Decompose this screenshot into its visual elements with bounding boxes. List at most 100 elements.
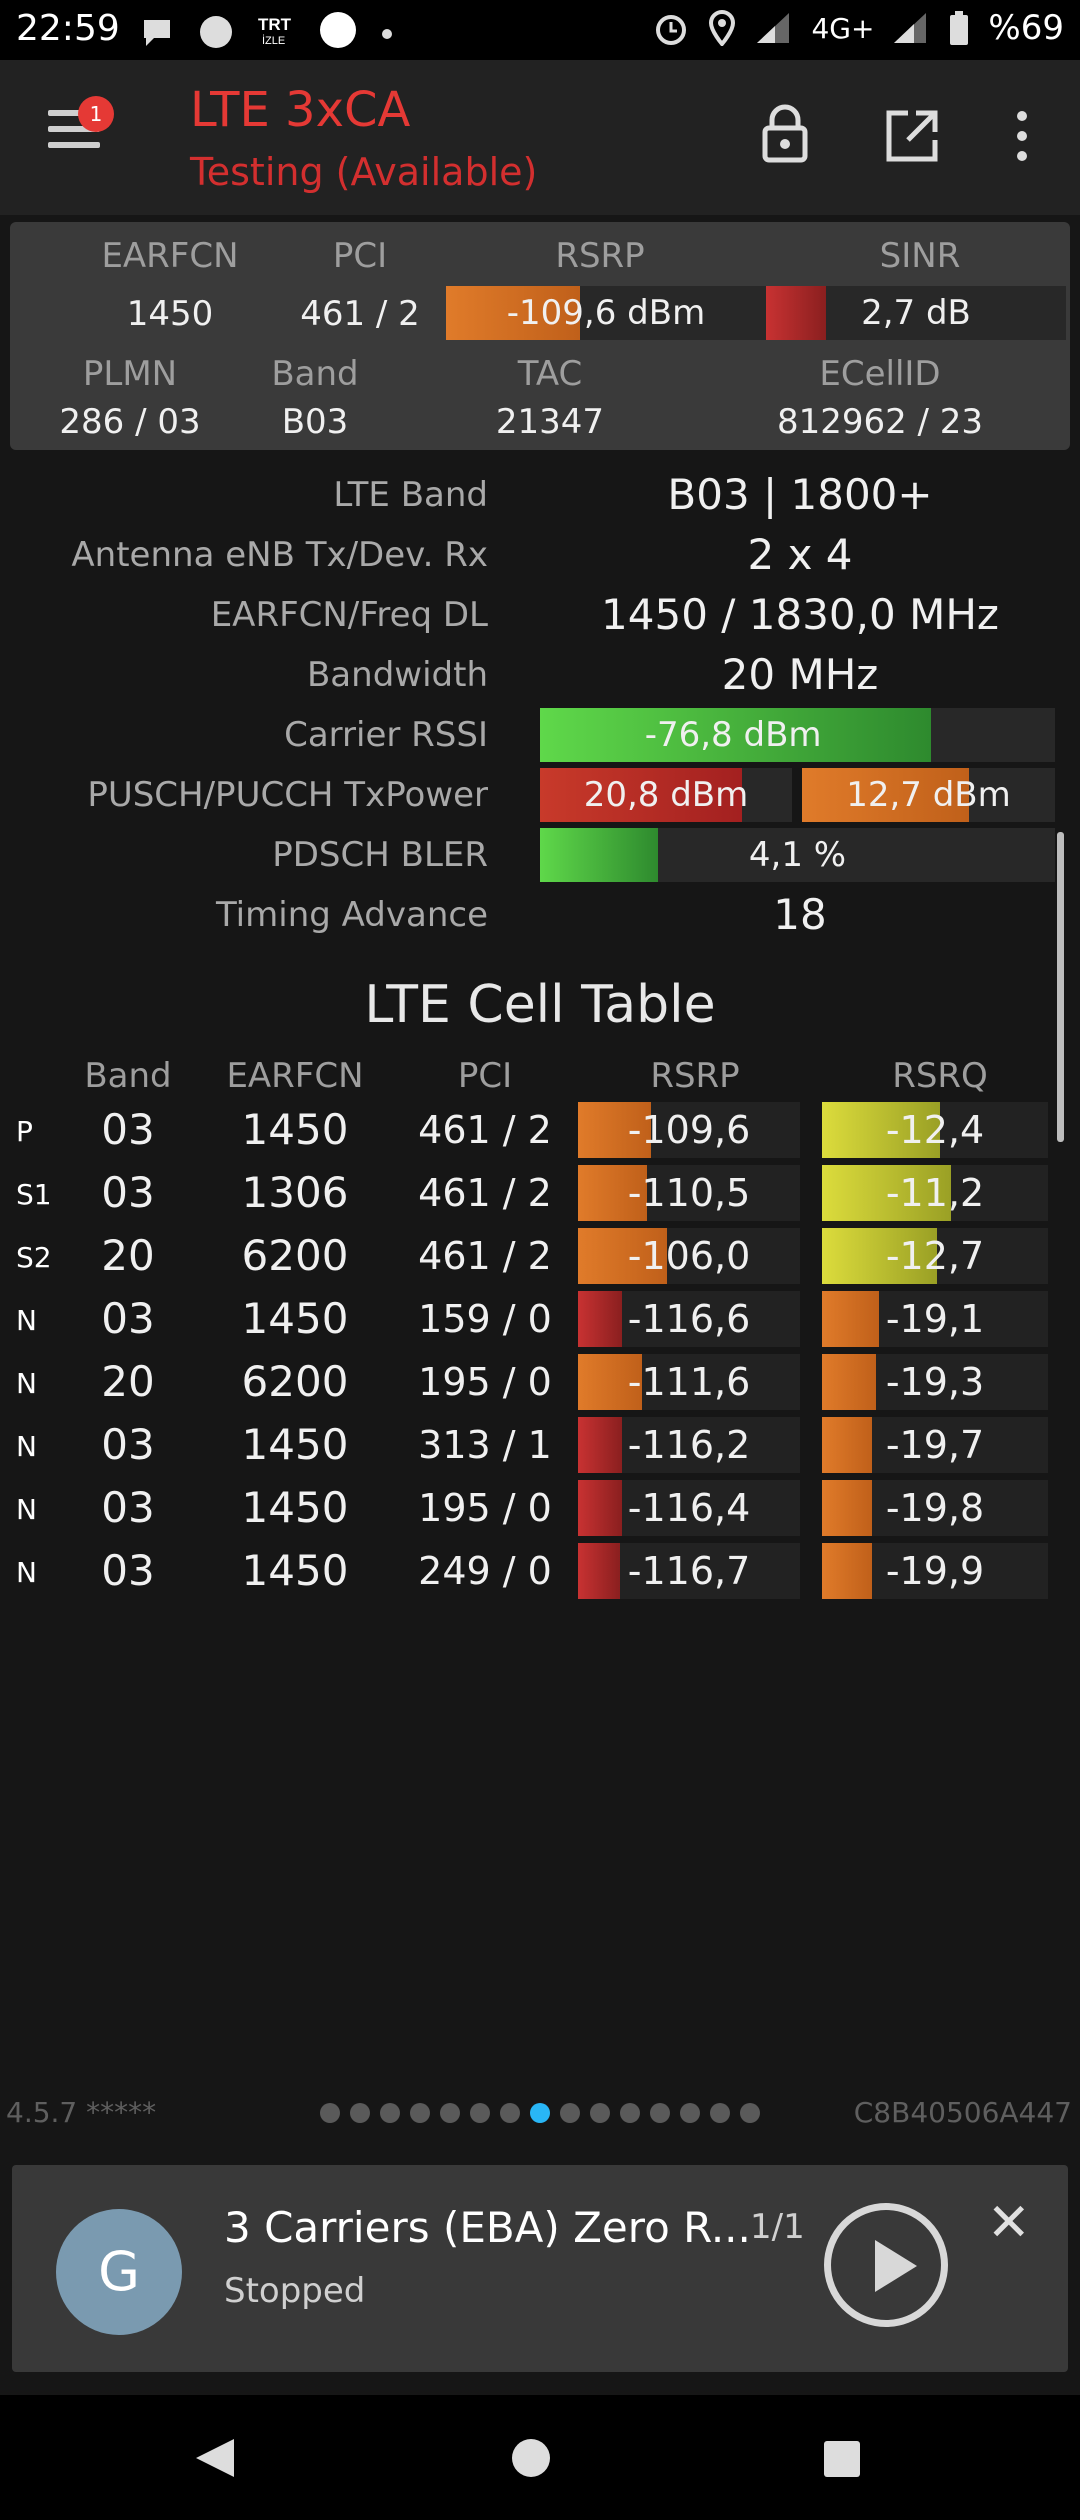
cell-rsrp-bar: -116,6 <box>578 1291 800 1347</box>
header-pci: PCI <box>332 236 388 276</box>
chat-icon <box>144 20 170 46</box>
cell-rsrp-bar: -106,0 <box>578 1228 800 1284</box>
cell-pci: 249 / 0 <box>418 1549 552 1593</box>
cell-rsrp: -116,4 <box>627 1486 751 1530</box>
cell-rsrp: -109,6 <box>627 1108 751 1152</box>
app-subtitle: Testing (Available) <box>190 150 538 194</box>
cell-rsrq-bar: -11,2 <box>822 1165 1048 1221</box>
page-dot[interactable] <box>590 2103 610 2123</box>
cell-rsrq: -19,3 <box>885 1360 985 1404</box>
page-dot[interactable] <box>380 2103 400 2123</box>
detail-label-antenna: Antenna eNB Tx/Dev. Rx <box>71 535 488 575</box>
location-icon <box>709 10 736 46</box>
detail-value-bandwidth: 20 MHz <box>721 650 879 699</box>
status-left-icons: TRT İZLE <box>140 12 394 52</box>
cell-rsrq: -19,9 <box>885 1549 985 1593</box>
cell-pci: 195 / 0 <box>418 1360 552 1404</box>
table-header-earfcn: EARFCN <box>226 1056 364 1096</box>
test-count: 1/1 <box>750 2207 805 2247</box>
lock-icon[interactable] <box>760 104 810 164</box>
page-dot[interactable] <box>680 2103 700 2123</box>
open-external-icon[interactable] <box>884 108 940 164</box>
cell-earfcn: 1306 <box>241 1168 349 1217</box>
header-plmn: PLMN <box>82 354 178 394</box>
cell-band: 20 <box>101 1231 155 1280</box>
page-dot[interactable] <box>410 2103 430 2123</box>
page-dot[interactable] <box>620 2103 640 2123</box>
row-type: P <box>16 1115 33 1148</box>
cell-rsrq-bar: -19,8 <box>822 1480 1048 1536</box>
cell-rsrp: -111,6 <box>627 1360 751 1404</box>
back-icon[interactable] <box>192 2435 238 2481</box>
test-status: Stopped <box>224 2271 366 2311</box>
cell-rsrp: -106,0 <box>627 1234 751 1278</box>
cell-rsrq-bar-fill <box>822 1291 879 1347</box>
scrollbar[interactable] <box>1057 832 1064 1142</box>
app-title: LTE 3xCA <box>190 82 411 138</box>
page-dot[interactable] <box>440 2103 460 2123</box>
cell-rsrq-bar-fill <box>822 1543 872 1599</box>
pucch-txpower-bar-fill <box>802 768 969 822</box>
cell-band: 03 <box>101 1420 155 1469</box>
row-type: S1 <box>16 1178 52 1211</box>
band-value: B03 <box>281 402 349 442</box>
page-dot[interactable] <box>740 2103 760 2123</box>
cell-band: 03 <box>101 1294 155 1343</box>
cell-rsrp: -116,2 <box>627 1423 751 1467</box>
pdsch-bler-bar: 4,1 % <box>540 828 1055 882</box>
cell-pci: 461 / 2 <box>418 1171 552 1215</box>
page-dot[interactable] <box>710 2103 730 2123</box>
header-sinr: SINR <box>879 236 961 276</box>
table-header-rsrq: RSRQ <box>892 1056 988 1096</box>
page-dot[interactable] <box>650 2103 670 2123</box>
rsrp-bar-fill <box>446 286 581 340</box>
cell-rsrq-bar-fill <box>822 1102 940 1158</box>
pdsch-bler-bar-fill <box>540 828 659 882</box>
carrier-rssi-bar: -76,8 dBm <box>540 708 1055 762</box>
pusch-txpower-bar: 20,8 dBm <box>540 768 792 822</box>
page-dot[interactable] <box>560 2103 580 2123</box>
cell-earfcn: 1450 <box>241 1105 349 1154</box>
cell-rsrq: -19,7 <box>885 1423 985 1467</box>
detail-value-pdsch-bler: 4,1 % <box>748 835 847 875</box>
sinr-value: 2,7 dB <box>861 293 971 333</box>
detail-value-pusch: 20,8 dBm <box>583 775 749 815</box>
cell-band: 03 <box>101 1483 155 1532</box>
dot-icon <box>382 29 392 39</box>
more-options-icon[interactable] <box>1010 108 1034 164</box>
pusch-txpower-bar-fill <box>540 768 742 822</box>
cell-rsrp-bar-fill <box>578 1291 623 1347</box>
page-dot[interactable] <box>350 2103 370 2123</box>
cell-rsrq: -12,4 <box>885 1108 985 1152</box>
battery-level: %69 <box>988 8 1064 48</box>
detail-value-timing-advance: 18 <box>773 890 827 939</box>
cell-rsrp-bar-fill <box>578 1417 623 1473</box>
page-dot[interactable] <box>500 2103 520 2123</box>
cell-rsrq-bar-fill <box>822 1480 872 1536</box>
cell-rsrp-bar: -110,5 <box>578 1165 800 1221</box>
test-player-card[interactable]: G 3 Carriers (EBA) Zero R... 1/1 Stopped… <box>12 2165 1068 2372</box>
detail-value-earfcn-freq: 1450 / 1830,0 MHz <box>601 590 999 639</box>
home-icon[interactable] <box>510 2437 552 2479</box>
cell-pci: 461 / 2 <box>418 1108 552 1152</box>
table-header-rsrp: RSRP <box>650 1056 740 1096</box>
close-icon[interactable]: ✕ <box>987 2193 1031 2253</box>
menu-icon[interactable] <box>48 110 100 154</box>
cell-rsrq-bar: -19,7 <box>822 1417 1048 1473</box>
detail-value-antenna: 2 x 4 <box>747 530 853 579</box>
recents-icon[interactable] <box>822 2439 862 2479</box>
page-dot[interactable] <box>530 2103 550 2123</box>
row-type: S2 <box>16 1241 52 1274</box>
signal-icon <box>894 13 927 43</box>
page-dot[interactable] <box>320 2103 340 2123</box>
table-header-pci: PCI <box>457 1056 513 1096</box>
page-dot[interactable] <box>470 2103 490 2123</box>
cell-earfcn: 6200 <box>241 1231 349 1280</box>
cell-rsrq-bar-fill <box>822 1228 938 1284</box>
test-title: 3 Carriers (EBA) Zero R... <box>224 2203 751 2252</box>
header-band: Band <box>271 354 359 394</box>
cell-rsrp-bar-fill <box>578 1228 667 1284</box>
cell-pci: 461 / 2 <box>418 1234 552 1278</box>
play-icon[interactable] <box>824 2203 948 2327</box>
sinr-bar: 2,7 dB <box>766 286 1066 340</box>
